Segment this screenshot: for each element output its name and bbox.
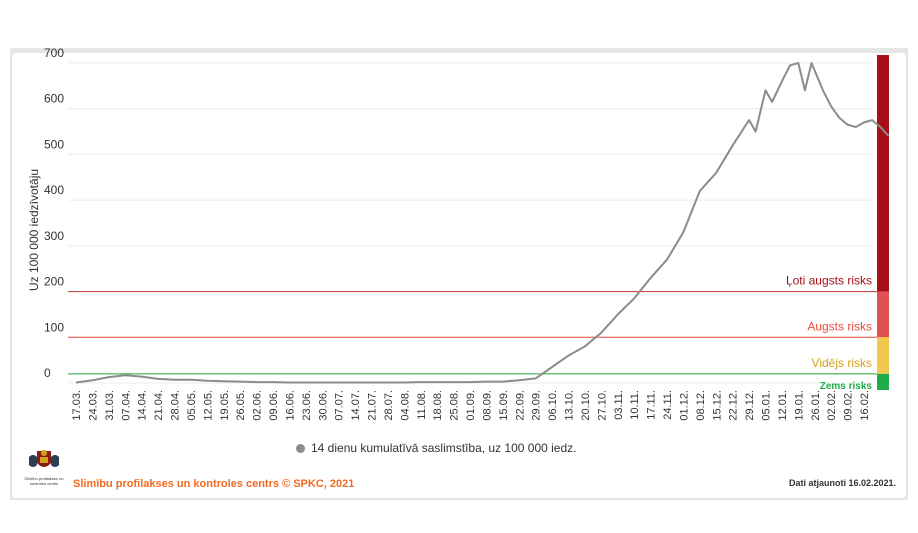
x-tick-label: 28.04. — [170, 390, 182, 421]
x-tick-label: 22.12. — [728, 390, 740, 421]
x-tick-label: 05.05. — [186, 390, 198, 421]
updated-date: Dati atjaunoti 16.02.2021. — [788, 478, 896, 488]
x-tick-label: 08.09. — [481, 390, 493, 421]
risk-band-segment — [877, 337, 889, 374]
x-tick-label: 21.04. — [153, 390, 165, 421]
legend-label: 14 dienu kumulatīvā saslimstība, uz 100 … — [311, 441, 577, 455]
x-tick-label: 24.11. — [662, 390, 674, 420]
x-tick-label: 01.09. — [465, 390, 477, 421]
x-tick-label: 02.06. — [252, 390, 264, 421]
x-tick-label: 16.06. — [284, 390, 296, 421]
source-credit: Slimību profilakses un kontroles centrs … — [73, 478, 355, 490]
x-tick-label: 29.12. — [744, 390, 756, 421]
risk-band-segment — [877, 373, 889, 390]
y-tick-label: 300 — [44, 229, 64, 243]
x-tick-label: 16.02. — [859, 390, 871, 421]
x-tick-label: 07.04. — [120, 390, 132, 421]
x-tick-label: 17.03. — [71, 390, 83, 421]
x-tick-label: 02.02. — [826, 390, 838, 421]
logo: Slimību profilakses un kontroles centrs — [19, 447, 69, 492]
x-tick-label: 11.08. — [416, 390, 428, 420]
series-line — [75, 62, 890, 384]
x-tick-label: 06.10. — [547, 390, 559, 421]
x-tick-label: 04.08. — [399, 390, 411, 421]
legend[interactable]: 14 dienu kumulatīvā saslimstība, uz 100 … — [296, 441, 577, 455]
x-tick-label: 25.08. — [449, 390, 461, 421]
x-tick-label: 19.01. — [793, 390, 805, 421]
y-tick-label: 700 — [44, 46, 64, 60]
x-tick-label: 29.09. — [531, 390, 543, 421]
x-tick-label: 09.02. — [843, 390, 855, 421]
threshold-label: Vidējs risks — [812, 356, 872, 370]
risk-band-segment — [877, 291, 889, 338]
y-tick-label: 0 — [44, 366, 51, 380]
legend-marker — [296, 443, 305, 453]
x-tick-label: 20.10. — [580, 390, 592, 421]
x-tick-label: 26.05. — [235, 390, 247, 421]
x-tick-label: 28.07. — [383, 390, 395, 421]
y-tick-label: 500 — [44, 137, 64, 151]
y-tick-label: 600 — [44, 92, 64, 106]
y-tick-label: 100 — [44, 320, 64, 334]
x-tick-label: 12.01. — [777, 390, 789, 421]
x-tick-label: 14.04. — [137, 390, 149, 421]
x-tick-label: 05.01. — [761, 390, 773, 421]
x-tick-label: 09.06. — [268, 390, 280, 421]
y-axis-label: Uz 100 000 iedzīvotāju — [27, 169, 41, 291]
coat-of-arms-icon — [29, 450, 59, 467]
x-tick-label: 21.07. — [367, 390, 379, 421]
y-tick-label: 400 — [44, 183, 64, 197]
x-tick-label: 18.08. — [432, 390, 444, 421]
x-tick-label: 17.11. — [646, 390, 658, 420]
x-tick-label: 15.09. — [498, 390, 510, 421]
x-tick-label: 10.11. — [629, 390, 641, 420]
threshold-label: Zems risks — [820, 381, 873, 392]
x-tick-label: 23.06. — [301, 390, 313, 421]
x-tick-label: 22.09. — [514, 390, 526, 421]
x-tick-label: 01.12. — [678, 390, 690, 421]
x-tick-label: 13.10. — [564, 390, 576, 421]
x-tick-label: 15.12. — [711, 390, 723, 421]
risk-band-segment — [877, 55, 889, 292]
x-tick-label: 30.06. — [317, 390, 329, 421]
threshold-label: Augsts risks — [807, 319, 872, 333]
y-tick-label: 200 — [44, 275, 64, 289]
x-tick-label: 26.01. — [810, 390, 822, 421]
x-tick-label: 24.03. — [87, 390, 99, 421]
x-tick-label: 19.05. — [219, 390, 231, 421]
x-tick-label: 27.10. — [596, 390, 608, 421]
x-tick-label: 07.07. — [334, 390, 346, 421]
threshold-label: Ļoti augsts risks — [786, 274, 872, 288]
x-tick-label: 08.12. — [695, 390, 707, 421]
x-tick-label: 03.11. — [613, 390, 625, 420]
logo-text: Slimību profilakses un kontroles centrs — [24, 476, 64, 486]
x-tick-label: 31.03. — [104, 390, 116, 421]
x-tick-label: 12.05. — [202, 390, 214, 421]
x-tick-label: 14.07. — [350, 390, 362, 421]
